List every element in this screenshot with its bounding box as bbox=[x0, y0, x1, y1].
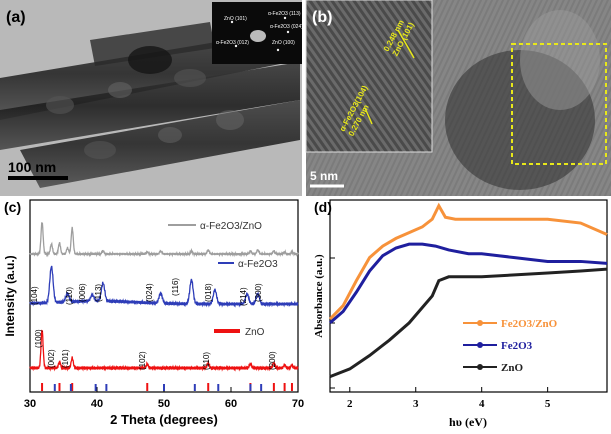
panel-c-xtick-0: 30 bbox=[24, 398, 36, 410]
saed-label-5: ZnO (100) bbox=[272, 40, 295, 46]
panel-d-xtick-2: 4 bbox=[479, 398, 485, 410]
uv-fe2o3-series bbox=[329, 242, 608, 325]
saed-inset: ZnO (101) α-Fe2O3 (113) α-Fe2O3 (024) α-… bbox=[212, 2, 303, 64]
panel-b: (b) 0.248 nm ZnO (101) α-Fe2O3(104) 0.27… bbox=[305, 0, 611, 196]
legend-composite-label: α-Fe2O3/ZnO bbox=[200, 221, 262, 232]
uv-zno-series bbox=[329, 267, 608, 379]
xrd-composite-series bbox=[29, 222, 299, 258]
saed-center-spot bbox=[250, 30, 266, 42]
panel-a: (a) 100 nm ZnO (101) α-Fe2O3 (113) α-Fe2… bbox=[0, 0, 303, 196]
peak-label-110: (110) bbox=[65, 287, 74, 305]
xrd-reference-bars bbox=[41, 383, 293, 391]
peak-label-200: (200) bbox=[268, 351, 277, 370]
panel-c-xtick-3: 60 bbox=[225, 398, 237, 410]
peak-label-101: (101) bbox=[61, 349, 70, 368]
panel-a-scale-bar-text: 100 nm bbox=[8, 159, 56, 175]
panel-c: (c) 30 40 50 60 70 2 Theta (degrees) Intensi… bbox=[3, 199, 304, 427]
panel-c-x-axis: 30 40 50 60 70 bbox=[24, 387, 304, 410]
saed-label-2: α-Fe2O3 (113) bbox=[268, 11, 301, 17]
panel-c-label: (c) bbox=[4, 199, 21, 215]
panel-c-xlabel: 2 Theta (degrees) bbox=[110, 412, 218, 427]
panel-d-label: (d) bbox=[314, 199, 332, 215]
panel-d-xtick-0: 2 bbox=[347, 398, 353, 410]
panel-c-xtick-4: 70 bbox=[292, 398, 304, 410]
legend-fe2o3-label: α-Fe2O3 bbox=[238, 259, 278, 270]
panel-d-xlabel: hυ (eV) bbox=[449, 415, 487, 429]
legend-d-composite-label: Fe2O3/ZnO bbox=[501, 318, 558, 330]
panel-d-legend: Fe2O3/ZnO Fe2O3 ZnO bbox=[463, 318, 558, 374]
panel-c-ylabel: Intensity (a.u.) bbox=[3, 255, 17, 336]
nanorods bbox=[0, 22, 300, 188]
peak-label-100: (100) bbox=[34, 329, 43, 348]
panel-d-frame bbox=[329, 199, 608, 393]
peak-label-006: (006) bbox=[78, 283, 87, 302]
peak-label-214: (214) bbox=[239, 287, 248, 306]
peak-label-300: (300) bbox=[254, 283, 263, 302]
panel-d-xtick-1: 3 bbox=[413, 398, 419, 410]
peak-label-113: (113) bbox=[94, 284, 103, 302]
saed-label-3: α-Fe2O3 (024) bbox=[270, 24, 303, 30]
saed-label-1: ZnO (101) bbox=[224, 16, 247, 22]
legend-d-zno-label: ZnO bbox=[501, 362, 523, 374]
uv-composite-series bbox=[328, 202, 608, 321]
peak-label-110-zno: (110) bbox=[202, 352, 211, 370]
peak-label-102: (102) bbox=[138, 351, 147, 370]
panel-c-xtick-1: 40 bbox=[91, 398, 103, 410]
panel-b-label: (b) bbox=[312, 9, 332, 26]
panel-d-xtick-3: 5 bbox=[545, 398, 551, 410]
panel-d-x-axis: 2 3 4 5 bbox=[347, 387, 551, 410]
panel-b-scale-bar-text: 5 nm bbox=[310, 169, 338, 183]
panel-d: (d) 2 3 4 5 hυ (eV) Absorbance (a.u.) Fe2O3… bbox=[313, 199, 608, 429]
peak-label-002: (002) bbox=[47, 349, 56, 368]
hrtem-inset bbox=[306, 0, 432, 152]
panel-c-xtick-2: 50 bbox=[158, 398, 170, 410]
zno-peak-labels: (100) (002) (101) (102) (110) (200) bbox=[34, 329, 277, 370]
fe2o3-peak-labels: (104) (110) (006) (113) (024) (116) (018… bbox=[30, 278, 263, 306]
legend-zno-label: ZnO bbox=[245, 327, 265, 338]
panel-d-ylabel: Absorbance (a.u.) bbox=[313, 254, 325, 338]
xrd-fe2o3-series bbox=[29, 265, 299, 308]
peak-label-104: (104) bbox=[30, 286, 39, 305]
xrd-zno-series bbox=[29, 329, 299, 372]
peak-label-024: (024) bbox=[145, 283, 154, 302]
peak-label-018: (018) bbox=[204, 283, 213, 302]
panel-a-label: (a) bbox=[6, 9, 26, 26]
peak-label-116: (116) bbox=[171, 278, 180, 296]
saed-label-4: α-Fe2O3 (012) bbox=[216, 40, 249, 46]
legend-d-fe2o3-label: Fe2O3 bbox=[501, 340, 533, 352]
selected-area-box bbox=[511, 43, 607, 165]
